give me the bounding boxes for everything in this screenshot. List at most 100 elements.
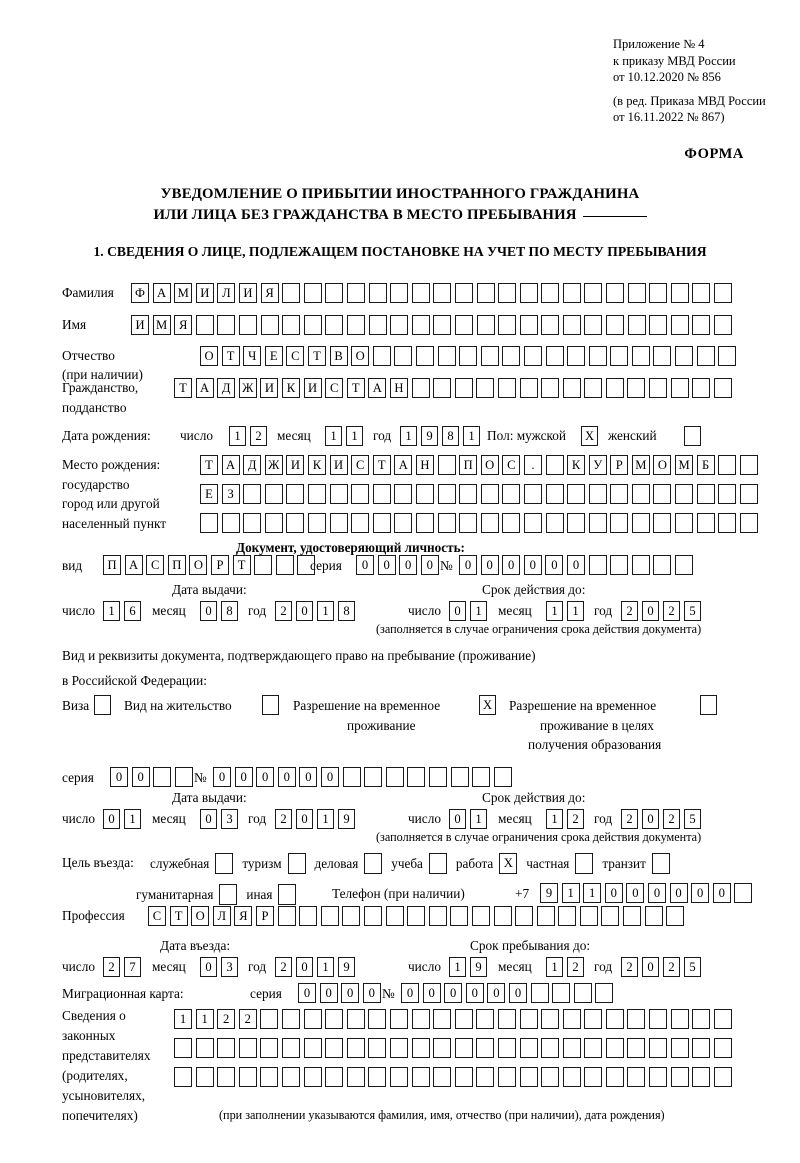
char-cell[interactable]: [260, 1038, 279, 1058]
char-cell[interactable]: [411, 378, 430, 398]
char-cell[interactable]: 1: [317, 601, 334, 621]
char-cell[interactable]: [454, 378, 473, 398]
char-cell[interactable]: [368, 1067, 387, 1087]
char-cell[interactable]: [243, 484, 262, 504]
char-cell[interactable]: Б: [696, 455, 715, 475]
char-cell[interactable]: [303, 315, 322, 335]
char-cell[interactable]: 0: [712, 883, 731, 903]
char-cell[interactable]: 1: [346, 426, 363, 446]
char-cell[interactable]: [195, 1067, 214, 1087]
char-cell[interactable]: [567, 513, 586, 533]
char-cell[interactable]: [502, 484, 521, 504]
char-cell[interactable]: 2: [103, 957, 120, 977]
char-cell[interactable]: 1: [470, 809, 487, 829]
char-cell[interactable]: [368, 315, 387, 335]
char-cell[interactable]: 0: [341, 983, 360, 1003]
char-cell[interactable]: [584, 315, 603, 335]
char-cell[interactable]: [519, 378, 538, 398]
char-cell[interactable]: [670, 315, 689, 335]
char-cell[interactable]: 8: [338, 601, 355, 621]
char-cell[interactable]: [692, 283, 711, 303]
char-cell[interactable]: [653, 484, 672, 504]
char-cell[interactable]: Т: [169, 906, 188, 926]
char-cell[interactable]: [536, 906, 555, 926]
char-cell[interactable]: [696, 484, 715, 504]
char-cell[interactable]: [545, 513, 564, 533]
char-cell[interactable]: [346, 1067, 365, 1087]
char-cell[interactable]: [666, 906, 685, 926]
char-cell[interactable]: [739, 513, 758, 533]
char-cell[interactable]: [627, 1038, 646, 1058]
char-cell[interactable]: [433, 1038, 452, 1058]
char-cell[interactable]: [718, 513, 737, 533]
char-cell[interactable]: [264, 513, 283, 533]
char-cell[interactable]: [394, 484, 413, 504]
char-cell[interactable]: Р: [210, 555, 229, 575]
char-cell[interactable]: И: [303, 378, 322, 398]
char-cell[interactable]: 0: [296, 601, 313, 621]
char-cell[interactable]: 1: [229, 426, 246, 446]
char-cell[interactable]: [610, 513, 629, 533]
char-cell[interactable]: [200, 513, 218, 533]
char-cell[interactable]: [562, 1009, 581, 1029]
char-cell[interactable]: [530, 983, 549, 1003]
char-cell[interactable]: [385, 767, 404, 787]
char-cell[interactable]: [346, 315, 365, 335]
char-cell[interactable]: [243, 513, 262, 533]
char-cell[interactable]: [454, 315, 473, 335]
char-cell[interactable]: Т: [346, 378, 365, 398]
char-cell[interactable]: [385, 906, 404, 926]
char-cell[interactable]: [649, 1038, 668, 1058]
char-cell[interactable]: [562, 378, 581, 398]
char-cell[interactable]: Н: [389, 378, 408, 398]
char-cell[interactable]: [631, 513, 650, 533]
char-cell[interactable]: [562, 1038, 581, 1058]
visa-checkbox[interactable]: [94, 695, 115, 715]
char-cell[interactable]: [497, 1067, 516, 1087]
residence-permit-checkbox[interactable]: [262, 695, 283, 715]
char-cell[interactable]: [325, 283, 344, 303]
char-cell[interactable]: [411, 283, 430, 303]
char-cell[interactable]: 0: [604, 883, 623, 903]
char-cell[interactable]: 0: [213, 767, 231, 787]
sex-female-checkbox[interactable]: [684, 426, 705, 446]
char-cell[interactable]: [588, 555, 607, 575]
char-cell[interactable]: [275, 555, 294, 575]
char-cell[interactable]: [541, 378, 560, 398]
char-cell[interactable]: [195, 1038, 214, 1058]
char-cell[interactable]: 0: [502, 555, 521, 575]
char-cell[interactable]: [734, 883, 753, 903]
char-cell[interactable]: [653, 513, 672, 533]
char-cell[interactable]: [299, 906, 318, 926]
char-cell[interactable]: [364, 767, 383, 787]
char-cell[interactable]: [325, 315, 344, 335]
char-cell[interactable]: 0: [296, 809, 313, 829]
char-cell[interactable]: О: [189, 555, 208, 575]
char-cell[interactable]: И: [195, 283, 214, 303]
char-cell[interactable]: [260, 1009, 279, 1029]
char-cell[interactable]: [649, 1067, 668, 1087]
char-cell[interactable]: [286, 484, 305, 504]
char-cell[interactable]: 1: [317, 809, 334, 829]
char-cell[interactable]: [552, 983, 571, 1003]
char-cell[interactable]: [437, 513, 456, 533]
char-cell[interactable]: Т: [200, 455, 218, 475]
char-cell[interactable]: О: [653, 455, 672, 475]
char-cell[interactable]: [476, 1038, 495, 1058]
char-cell[interactable]: [153, 767, 172, 787]
reps-row-2-input[interactable]: [174, 1038, 732, 1058]
char-cell[interactable]: [346, 1038, 365, 1058]
char-cell[interactable]: [519, 283, 538, 303]
char-cell[interactable]: [713, 1067, 732, 1087]
char-cell[interactable]: [653, 346, 672, 366]
char-cell[interactable]: [606, 315, 625, 335]
char-cell[interactable]: [372, 513, 391, 533]
char-cell[interactable]: [433, 283, 452, 303]
char-cell[interactable]: 0: [200, 957, 217, 977]
